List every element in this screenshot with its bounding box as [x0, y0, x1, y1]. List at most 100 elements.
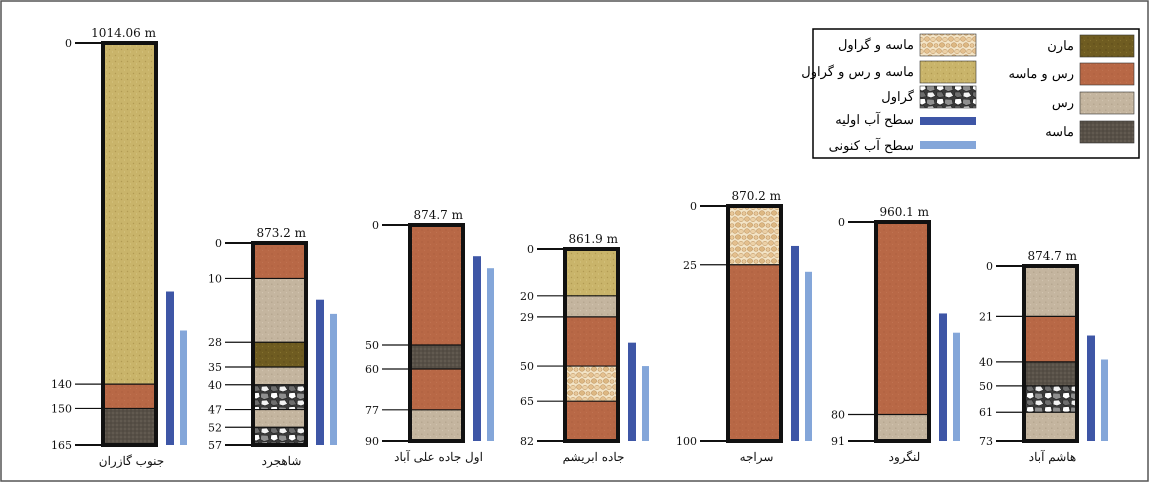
legend-swatch-sand — [1079, 120, 1135, 144]
initial-water-bar — [473, 256, 481, 441]
layer-clay — [410, 409, 463, 441]
borehole-columns: 0 140 150 165 1014.06 m جنوب گازران 0 10 28 35 40 4… — [51, 26, 1108, 468]
initial-water-bar — [939, 313, 947, 441]
initial-water-bar — [628, 342, 636, 441]
site-name-label: جاده ابریشم — [563, 450, 625, 464]
borehole-column: 0 25 100 870.2 m سراجه — [676, 189, 812, 464]
current-water-bar — [330, 313, 337, 445]
legend-label-marl: مارن — [1047, 39, 1074, 54]
legend-swatch-gravel-sand — [919, 33, 977, 57]
borehole-column: 0 140 150 165 1014.06 m جنوب گازران — [51, 26, 187, 468]
layer-sand — [1024, 361, 1077, 386]
initial-water-bar — [1087, 335, 1095, 441]
legend-swatch-sand-clay-gravel — [919, 60, 977, 84]
layer-gravel — [253, 384, 306, 410]
layer-sand — [103, 408, 156, 445]
site-name-label: لنگرود — [889, 450, 921, 464]
legend-swatch-current-water — [920, 141, 976, 149]
layer-clay-sand — [565, 316, 618, 367]
initial-water-bar — [316, 299, 324, 445]
site-name-label: هاشم آباد — [1029, 449, 1077, 464]
depth-tick-label: 40 — [208, 379, 222, 392]
depth-tick-label: 165 — [51, 439, 72, 452]
layer-clay-sand — [876, 222, 929, 415]
legend: ماسه و گراول ماسه و رس و گراول گراول سطح… — [801, 28, 1140, 159]
depth-tick-label: 0 — [986, 260, 993, 273]
legend-label-clay-sand: رس و ماسه — [1009, 67, 1074, 82]
depth-tick-label: 0 — [527, 243, 534, 256]
layer-clay-sand — [565, 401, 618, 441]
depth-tick-label: 90 — [365, 435, 379, 448]
depth-tick-label: 52 — [208, 421, 222, 434]
layer-clay — [565, 295, 618, 317]
depth-tick-label: 0 — [215, 237, 222, 250]
layer-clay — [1024, 266, 1077, 317]
layer-clay — [253, 278, 306, 343]
layer-clay-sand — [253, 243, 306, 279]
layer-marl — [253, 342, 306, 368]
elevation-label: 870.2 m — [731, 189, 781, 203]
current-water-bar — [805, 271, 812, 441]
site-name-label: شاهجرد — [262, 454, 302, 468]
current-water-bar — [180, 330, 187, 445]
depth-tick-label: 73 — [979, 435, 993, 448]
initial-water-bar — [166, 291, 174, 445]
depth-tick-label: 29 — [520, 311, 534, 324]
site-name-label: جنوب گازران — [99, 454, 164, 468]
legend-label-sand: ماسه — [1045, 125, 1074, 140]
depth-tick-label: 47 — [208, 404, 222, 417]
depth-tick-label: 50 — [979, 380, 993, 393]
legend-label-gravel-sand: ماسه و گراول — [838, 37, 914, 53]
legend-label-clay: رس — [1052, 96, 1074, 111]
legend-swatch-clay — [1079, 91, 1135, 115]
depth-tick-label: 80 — [831, 409, 845, 422]
depth-tick-label: 65 — [520, 395, 534, 408]
depth-tick-label: 82 — [520, 435, 534, 448]
elevation-label: 960.1 m — [879, 205, 929, 219]
initial-water-bar — [791, 245, 799, 441]
borehole-column: 0 80 91 960.1 m لنگرود — [831, 205, 960, 464]
current-water-bar — [642, 366, 649, 441]
legend-swatch-gravel — [919, 85, 977, 109]
layer-clay-sand — [410, 369, 463, 410]
borehole-column: 0 21 40 50 61 73 874.7 m هاشم آباد — [979, 249, 1108, 464]
layer-gravel — [253, 427, 306, 445]
layer-clay-sand — [103, 384, 156, 409]
elevation-label: 861.9 m — [568, 232, 618, 246]
layer-clay — [253, 409, 306, 428]
legend-label-gravel: گراول — [881, 89, 915, 105]
layer-clay — [876, 414, 929, 441]
legend-swatch-initial-water — [920, 117, 976, 125]
depth-tick-label: 60 — [365, 363, 379, 376]
current-water-bar — [953, 332, 960, 441]
depth-tick-label: 40 — [979, 356, 993, 369]
layer-clay — [1024, 412, 1077, 441]
depth-tick-label: 21 — [979, 310, 993, 323]
depth-tick-label: 91 — [831, 435, 845, 448]
depth-tick-label: 61 — [979, 406, 993, 419]
layer-sand-clay-gravel — [565, 249, 618, 296]
layer-gravel-sand — [728, 206, 781, 265]
borehole-column: 0 10 28 35 40 47 52 57 873.2 m شاهجرد — [208, 226, 337, 468]
depth-tick-label: 35 — [208, 361, 222, 374]
depth-tick-label: 25 — [683, 259, 697, 272]
depth-tick-label: 57 — [208, 439, 222, 452]
current-water-bar — [487, 268, 494, 441]
layer-clay-sand — [410, 225, 463, 345]
layer-sand-clay-gravel — [103, 43, 156, 385]
current-water-bar — [1101, 359, 1108, 441]
legend-swatch-marl — [1079, 34, 1135, 58]
depth-tick-label: 0 — [838, 216, 845, 229]
depth-tick-label: 10 — [208, 272, 222, 285]
borehole-column: 0 50 60 77 90 874.7 m اول جاده علی آباد — [365, 208, 494, 464]
depth-tick-label: 20 — [520, 290, 534, 303]
depth-tick-label: 77 — [365, 404, 379, 417]
layer-gravel-sand — [565, 366, 618, 402]
depth-tick-label: 0 — [65, 37, 72, 50]
depth-tick-label: 0 — [690, 200, 697, 213]
depth-tick-label: 50 — [520, 360, 534, 373]
borehole-column: 0 20 29 50 65 82 861.9 m جاده ابریشم — [520, 232, 649, 464]
legend-label-current-water: سطح آب کنونی — [829, 137, 914, 154]
